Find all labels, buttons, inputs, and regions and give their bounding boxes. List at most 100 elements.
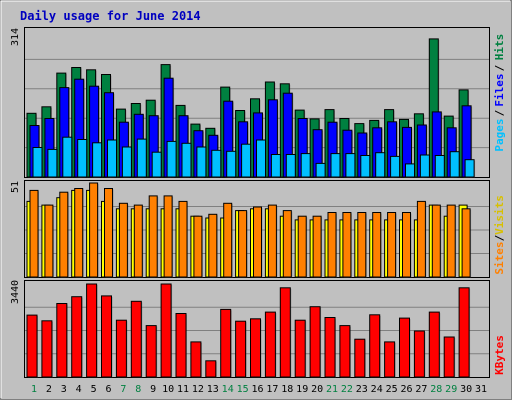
day-label-8: 8 [135,384,141,395]
bar-pages-day-27 [419,154,430,178]
bar-kbytes-day-8 [130,300,142,378]
legend-hits: Hits [493,34,506,61]
day-label-7: 7 [120,384,126,395]
bar-kbytes-day-16 [250,318,261,378]
chart-title: Daily usage for June 2014 [20,9,201,23]
bar-pages-day-24 [375,152,386,178]
bar-pages-day-2 [47,148,58,178]
day-label-9: 9 [150,384,156,395]
bar-kbytes-day-2 [41,320,53,378]
bar-sites-day-8 [133,204,143,278]
bar-sites-day-23 [357,212,367,278]
bar-sites-day-24 [372,212,382,278]
bar-kbytes-day-25 [384,341,396,378]
bar-sites-day-1 [29,189,39,278]
day-label-15: 15 [237,384,249,395]
bar-sites-day-10 [163,195,173,278]
day-label-29: 29 [445,384,457,395]
bar-pages-day-10 [166,140,177,178]
bar-sites-day-9 [148,195,158,278]
bar-sites-day-15 [238,210,248,278]
bar-pages-day-21 [330,153,341,178]
bar-pages-day-4 [77,139,88,178]
day-label-18: 18 [281,384,293,395]
day-label-16: 16 [251,384,263,395]
bar-pages-day-19 [300,153,311,178]
bar-kbytes-day-9 [145,325,157,378]
bar-kbytes-day-7 [115,319,127,378]
bar-kbytes-day-19 [294,319,306,378]
bar-kbytes-day-14 [220,308,232,378]
day-label-3: 3 [61,384,67,395]
bar-kbytes-day-6 [101,295,112,378]
bar-pages-day-20 [315,162,326,178]
bar-kbytes-day-5 [86,283,98,378]
day-label-26: 26 [400,384,412,395]
legend-sep-1: / [493,109,506,116]
bar-pages-day-8 [136,138,147,178]
bar-kbytes-day-27 [413,330,425,378]
bar-pages-day-6 [107,139,117,178]
bar-sites-day-11 [178,200,188,278]
bar-kbytes-day-18 [279,287,291,378]
day-label-14: 14 [222,384,234,395]
day-label-11: 11 [177,384,189,395]
bar-kbytes-day-4 [71,296,83,378]
bar-kbytes-day-30 [458,287,470,378]
bar-sites-day-14 [223,202,233,278]
bar-pages-day-1 [32,147,43,178]
day-label-19: 19 [296,384,308,395]
bar-kbytes-day-12 [190,341,202,378]
bar-kbytes-day-28 [428,311,440,378]
bar-pages-day-3 [62,136,73,178]
bar-kbytes-day-21 [324,317,336,378]
bar-pages-day-17 [270,154,281,178]
day-label-27: 27 [415,384,427,395]
day-label-31: 31 [475,384,487,395]
max-label-visits: 51 [10,181,21,193]
bar-pages-day-5 [92,142,103,178]
bar-kbytes-day-20 [309,306,321,378]
day-label-30: 30 [460,384,472,395]
bar-pages-day-14 [226,150,237,178]
bar-kbytes-day-26 [399,317,410,378]
bar-kbytes-day-13 [205,360,217,378]
day-label-28: 28 [430,384,442,395]
panel-2-marks [25,283,489,378]
bar-kbytes-day-17 [264,311,276,378]
bar-pages-day-25 [390,155,401,178]
legend-usage: Pages / Files / Hits [493,34,506,152]
bar-sites-day-22 [342,212,352,278]
bar-sites-day-7 [118,202,128,278]
day-label-20: 20 [311,384,323,395]
day-label-10: 10 [162,384,174,395]
day-label-24: 24 [371,384,383,395]
bar-sites-day-21 [327,212,337,278]
bar-kbytes-day-15 [235,320,247,378]
bar-sites-day-20 [312,215,322,278]
legend-visits: Sites / Visits [493,195,506,274]
day-label-21: 21 [326,384,338,395]
day-label-4: 4 [76,384,82,395]
day-label-13: 13 [207,384,219,395]
bar-sites-day-4 [74,188,84,278]
bar-sites-day-5 [89,182,99,278]
bar-pages-day-16 [256,139,266,178]
bar-pages-day-28 [434,155,445,178]
bar-pages-day-30 [464,159,475,178]
bar-sites-day-17 [267,204,277,278]
bar-pages-day-26 [405,163,415,178]
max-label-usage: 314 [10,28,21,46]
bar-pages-day-15 [241,143,252,178]
bar-sites-day-30 [461,208,471,278]
day-label-22: 22 [341,384,353,395]
bar-sites-day-26 [402,212,411,278]
bar-sites-day-3 [59,191,69,278]
panel-0-marks [25,38,489,179]
legend-sep-3: / [493,234,506,241]
legend-kbytes: KBytes [493,335,506,375]
bar-pages-day-29 [449,151,460,178]
day-label-1: 1 [31,384,37,395]
day-label-17: 17 [266,384,278,395]
